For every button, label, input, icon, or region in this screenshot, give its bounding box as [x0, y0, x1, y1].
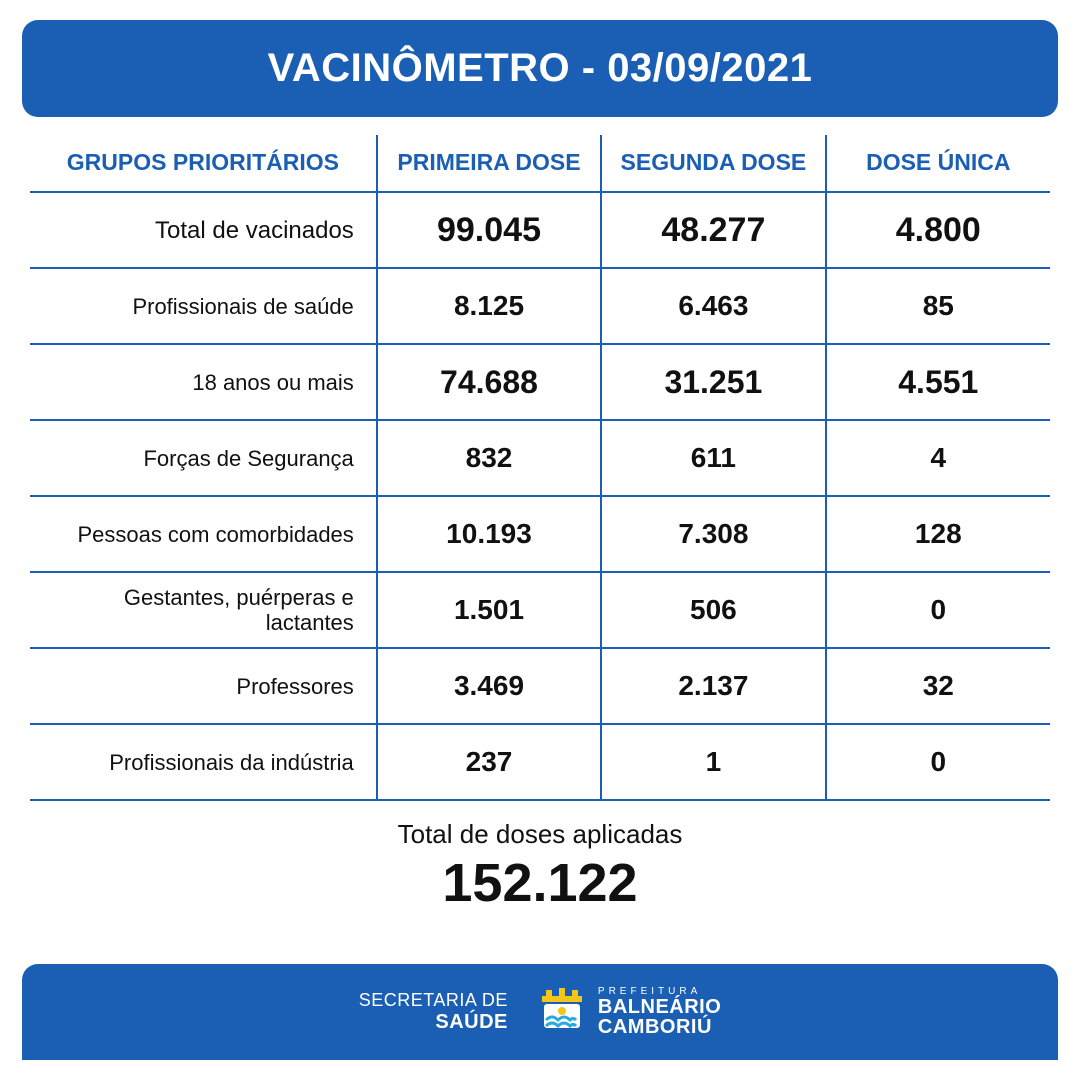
table-header-row: GRUPOS PRIORITÁRIOS PRIMEIRA DOSE SEGUND… — [30, 135, 1050, 192]
cell-dose1: 99.045 — [377, 192, 601, 268]
cell-dose3: 0 — [826, 572, 1050, 648]
cell-dose1: 10.193 — [377, 496, 601, 572]
table-row: Forças de Segurança 832 611 4 — [30, 420, 1050, 496]
cell-dose1: 8.125 — [377, 268, 601, 344]
row-label: Total de vacinados — [30, 192, 377, 268]
col-header-groups: GRUPOS PRIORITÁRIOS — [30, 135, 377, 192]
totals-caption: Total de doses aplicadas — [30, 819, 1050, 850]
row-label: Profissionais da indústria — [30, 724, 377, 800]
row-label: Pessoas com comorbidades — [30, 496, 377, 572]
cell-dose3: 4.800 — [826, 192, 1050, 268]
cell-dose2: 6.463 — [601, 268, 825, 344]
cell-dose1: 237 — [377, 724, 601, 800]
col-header-dose2: SEGUNDA DOSE — [601, 135, 825, 192]
row-label: Professores — [30, 648, 377, 724]
city-name: PREFEITURA BALNEÁRIO CAMBORIÚ — [598, 987, 721, 1037]
city-logo: PREFEITURA BALNEÁRIO CAMBORIÚ — [536, 986, 721, 1038]
footer-banner: SECRETARIA DE SAÚDE PREFEITURA BALNEÁRIO… — [22, 964, 1058, 1060]
table-row: Pessoas com comorbidades 10.193 7.308 12… — [30, 496, 1050, 572]
table-row: Gestantes, puérperas e lactantes 1.501 5… — [30, 572, 1050, 648]
cell-dose3: 85 — [826, 268, 1050, 344]
table-container: GRUPOS PRIORITÁRIOS PRIMEIRA DOSE SEGUND… — [0, 117, 1080, 964]
cell-dose2: 506 — [601, 572, 825, 648]
cell-dose2: 611 — [601, 420, 825, 496]
totals-block: Total de doses aplicadas 152.122 — [30, 801, 1050, 922]
cell-dose2: 31.251 — [601, 344, 825, 420]
cell-dose2: 2.137 — [601, 648, 825, 724]
cell-dose2: 48.277 — [601, 192, 825, 268]
cell-dose3: 4 — [826, 420, 1050, 496]
col-header-dose3: DOSE ÚNICA — [826, 135, 1050, 192]
table-row: Profissionais de saúde 8.125 6.463 85 — [30, 268, 1050, 344]
row-label: Gestantes, puérperas e lactantes — [30, 572, 377, 648]
header-banner: VACINÔMETRO - 03/09/2021 — [22, 20, 1058, 117]
crest-icon — [536, 986, 588, 1038]
cell-dose3: 32 — [826, 648, 1050, 724]
cell-dose1: 74.688 — [377, 344, 601, 420]
table-row: Total de vacinados 99.045 48.277 4.800 — [30, 192, 1050, 268]
totals-value: 152.122 — [30, 852, 1050, 914]
row-label: 18 anos ou mais — [30, 344, 377, 420]
secretaria-label: SECRETARIA DE SAÚDE — [359, 991, 508, 1033]
cell-dose3: 128 — [826, 496, 1050, 572]
cell-dose1: 832 — [377, 420, 601, 496]
page-title: VACINÔMETRO - 03/09/2021 — [268, 46, 813, 90]
cell-dose1: 3.469 — [377, 648, 601, 724]
cell-dose2: 1 — [601, 724, 825, 800]
row-label: Profissionais de saúde — [30, 268, 377, 344]
row-label: Forças de Segurança — [30, 420, 377, 496]
cell-dose3: 4.551 — [826, 344, 1050, 420]
col-header-dose1: PRIMEIRA DOSE — [377, 135, 601, 192]
cell-dose2: 7.308 — [601, 496, 825, 572]
vaccine-table: GRUPOS PRIORITÁRIOS PRIMEIRA DOSE SEGUND… — [30, 135, 1050, 801]
cell-dose3: 0 — [826, 724, 1050, 800]
table-row: 18 anos ou mais 74.688 31.251 4.551 — [30, 344, 1050, 420]
table-row: Profissionais da indústria 237 1 0 — [30, 724, 1050, 800]
cell-dose1: 1.501 — [377, 572, 601, 648]
table-row: Professores 3.469 2.137 32 — [30, 648, 1050, 724]
